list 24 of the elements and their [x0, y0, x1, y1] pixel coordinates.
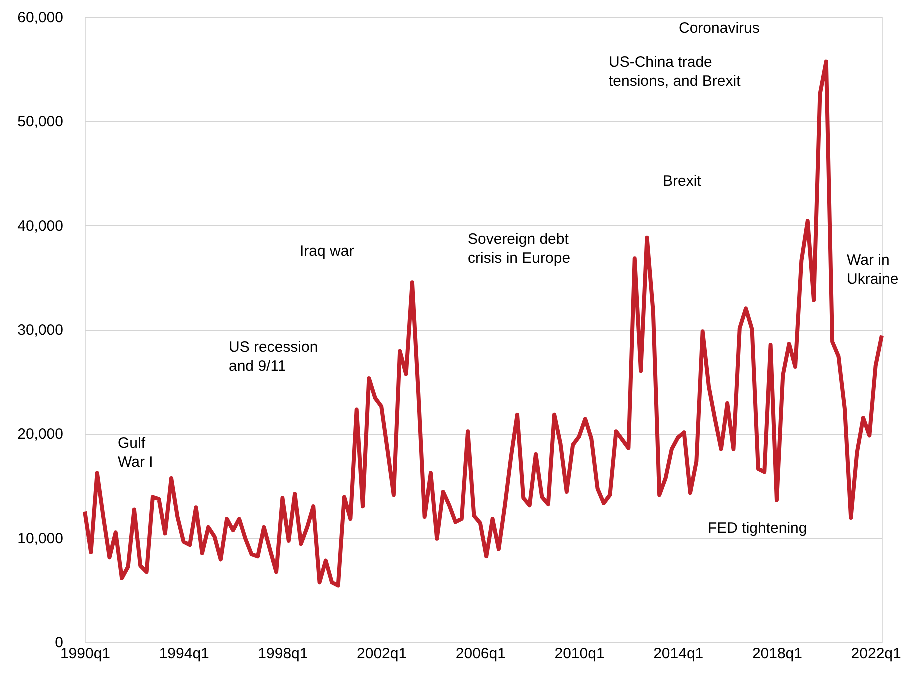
x-tick-label: 1994q1 [159, 646, 210, 662]
x-tick-label: 2006q1 [456, 646, 506, 662]
x-tick-label: 2018q1 [752, 646, 802, 662]
y-tick-label: 60,000 [18, 10, 64, 26]
annotation: War in Ukraine [847, 252, 899, 288]
annotation: Coronavirus [679, 20, 760, 37]
annotation: Brexit [663, 173, 702, 190]
y-tick-label: 20,000 [18, 426, 64, 444]
x-tick-label: 2010q1 [554, 646, 605, 662]
y-tick-label: 40,000 [18, 218, 64, 235]
x-tick-label: 2014q1 [654, 646, 704, 662]
y-tick-label: 0 [55, 634, 64, 652]
y-tick-label: 10,000 [18, 530, 64, 548]
annotation: US recession and 9/11 [229, 339, 318, 375]
x-tick-label: 1998q1 [258, 646, 308, 662]
x-tick-label: 2002q1 [357, 646, 408, 662]
annotation: FED tightening [708, 520, 808, 537]
annotation: Sovereign debt crisis in Europe [468, 231, 571, 267]
y-tick-label: 30,000 [18, 322, 64, 339]
annotation: Gulf War I [118, 435, 154, 471]
annotation: Iraq war [300, 243, 354, 260]
annotation: US-China trade tensions, and Brexit [609, 54, 742, 90]
x-tick-label: 2022q1 [851, 646, 902, 662]
y-tick-label: 50,000 [18, 114, 64, 131]
